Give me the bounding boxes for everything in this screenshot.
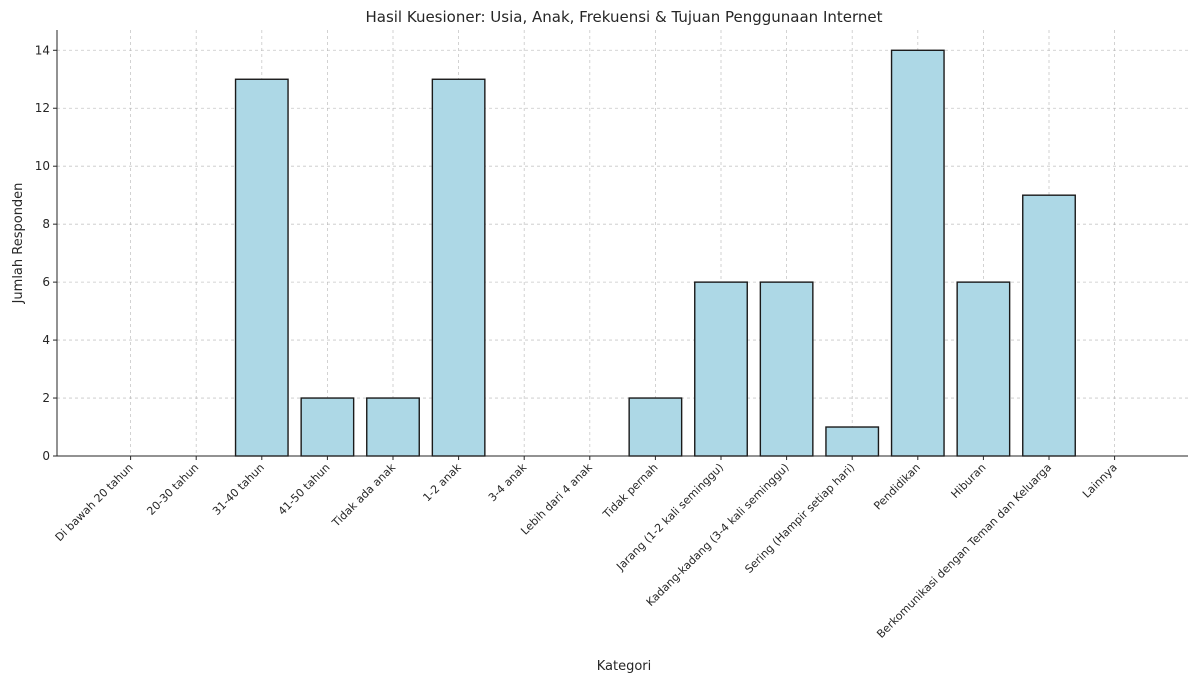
bar xyxy=(1022,194,1076,457)
bar xyxy=(694,281,748,457)
y-tick-label: 10 xyxy=(35,159,50,173)
x-tick-label: Sering (Hampir setiap hari) xyxy=(742,461,857,576)
x-tick-label: Pendidikan xyxy=(871,461,923,513)
x-tick-label: 31-40 tahun xyxy=(210,461,267,518)
y-tick-label: 0 xyxy=(42,449,50,463)
x-tick-labels: Di bawah 20 tahun 20-30 tahun 31-40 tahun 4… xyxy=(53,460,1120,640)
x-tick-label: 41-50 tahun xyxy=(276,461,333,518)
bar xyxy=(825,426,880,457)
x-tick-label: Jarang (1-2 kali seminggu) xyxy=(613,461,726,574)
y-tick-label: 6 xyxy=(42,275,50,289)
x-axis-label: Kategori xyxy=(597,659,652,674)
bar xyxy=(956,281,1011,457)
y-axis-label: Jumlah Responden xyxy=(11,183,26,305)
chart-title: Hasil Kuesioner: Usia, Anak, Frekuensi &… xyxy=(365,8,882,26)
grid-layer xyxy=(57,30,1188,457)
bar xyxy=(628,397,683,457)
y-tick-label: 12 xyxy=(35,101,50,115)
y-tick-label: 8 xyxy=(42,217,50,231)
x-tick-label: 3-4 anak xyxy=(486,460,530,504)
x-tick-label: Tidak pernah xyxy=(600,461,661,522)
x-tick-label: Hiburan xyxy=(949,461,989,501)
bar xyxy=(890,49,945,457)
x-tick-label: Lebih dari 4 anak xyxy=(518,460,595,537)
x-tick-label: Tidak ada anak xyxy=(329,460,399,530)
x-tick-label: Di bawah 20 tahun xyxy=(53,461,136,544)
axes-layer xyxy=(53,30,1188,460)
y-tick-label: 14 xyxy=(35,43,50,57)
y-tick-label: 2 xyxy=(42,391,50,405)
y-tick-label: 4 xyxy=(42,333,50,347)
x-tick-label: Kadang-kadang (3-4 kali seminggu) xyxy=(644,461,792,609)
bar xyxy=(234,78,289,457)
bar xyxy=(366,397,420,457)
bar xyxy=(759,281,814,457)
x-tick-label: 1-2 anak xyxy=(420,460,464,504)
x-tick-label: 20-30 tahun xyxy=(144,461,201,518)
y-tick-labels: 0 2 4 6 8 10 12 14 xyxy=(35,43,50,463)
x-tick-label: Lainnya xyxy=(1080,461,1120,501)
bar xyxy=(300,397,355,457)
bar xyxy=(431,78,486,457)
